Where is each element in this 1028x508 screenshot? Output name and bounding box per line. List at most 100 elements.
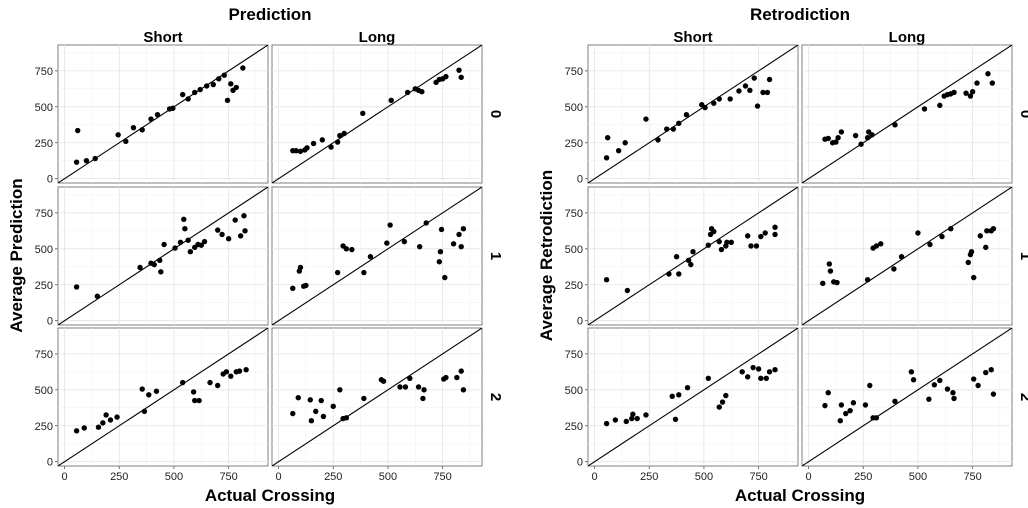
identity-line [802, 328, 1012, 466]
data-point [742, 83, 749, 89]
data-point [744, 374, 751, 380]
data-point [310, 140, 317, 147]
data-point [974, 80, 980, 86]
data-point [939, 233, 945, 240]
data-point [185, 96, 191, 102]
data-point [216, 76, 222, 82]
data-point [760, 89, 766, 96]
x-tick-label: 750 [433, 471, 451, 483]
data-point [161, 241, 167, 248]
data-point [833, 139, 839, 145]
facet-panel: 0 250 500 750 [35, 44, 269, 186]
data-point [612, 417, 619, 423]
data-point [146, 392, 152, 398]
y-tick-label: 0 [577, 316, 583, 328]
facet-panel: 0 250 500 750 [271, 327, 483, 483]
y-tick-label: 250 [35, 421, 53, 433]
data-point [758, 375, 764, 382]
data-point [388, 97, 394, 104]
data-point [739, 369, 745, 375]
data-point [450, 241, 457, 247]
data-point [850, 400, 857, 406]
x-tick-label: 250 [854, 471, 872, 483]
y-axis-title: Average Retrodiction [537, 170, 556, 341]
data-point [397, 384, 403, 390]
data-point [673, 254, 680, 260]
data-point [910, 377, 917, 383]
data-point [763, 375, 769, 382]
data-point [172, 245, 178, 251]
data-point [669, 393, 675, 399]
data-point [622, 140, 628, 146]
data-point [766, 369, 773, 375]
data-point [676, 120, 682, 127]
data-point [685, 257, 692, 264]
data-point [81, 425, 87, 431]
data-point [764, 89, 771, 96]
data-point [74, 127, 81, 134]
data-point [407, 375, 413, 382]
data-point [716, 404, 722, 410]
data-point [727, 96, 733, 102]
data-point [438, 226, 445, 233]
data-point [313, 408, 319, 415]
data-point [643, 412, 649, 418]
data-point [990, 391, 997, 397]
data-point [983, 369, 989, 376]
row-strip-label: 1 [1017, 252, 1028, 260]
data-point [948, 225, 954, 232]
data-point [92, 155, 98, 162]
data-point [243, 366, 249, 373]
data-point [926, 396, 932, 402]
x-tick-label: 500 [165, 471, 183, 483]
data-point [437, 248, 444, 255]
data-point [892, 122, 898, 128]
data-point [950, 389, 956, 396]
data-point [820, 280, 826, 287]
data-point [179, 91, 186, 98]
data-point [984, 228, 990, 234]
y-tick-label: 250 [35, 138, 53, 150]
data-point [724, 239, 730, 246]
data-point [421, 387, 427, 393]
data-point [115, 132, 121, 138]
data-point [862, 402, 869, 408]
data-point [404, 89, 411, 96]
facet-panel [801, 186, 1013, 326]
data-point [921, 106, 928, 112]
data-point [664, 126, 670, 132]
data-point [963, 90, 969, 96]
data-point [629, 415, 635, 422]
identity-line [272, 187, 482, 325]
data-point [822, 402, 828, 409]
data-point [148, 116, 154, 122]
data-point [931, 382, 938, 388]
facet-panel [801, 44, 1013, 184]
data-point [420, 395, 426, 402]
data-point [873, 243, 880, 249]
data-point [672, 416, 679, 422]
data-point [83, 158, 90, 164]
identity-line [802, 45, 1012, 183]
data-point [307, 397, 313, 403]
data-point [458, 368, 464, 374]
data-point [204, 83, 210, 89]
data-point [762, 230, 768, 236]
data-point [944, 386, 951, 392]
data-point [303, 282, 309, 289]
column-strip-label: Long [359, 29, 396, 46]
data-point [873, 415, 880, 421]
data-point [179, 379, 186, 386]
data-point [402, 384, 409, 390]
data-point [867, 382, 873, 389]
data-point [187, 248, 194, 255]
data-point [177, 239, 184, 246]
data-point [772, 366, 778, 373]
data-point [100, 420, 106, 426]
x-tick-label: 0 [806, 471, 812, 483]
data-point [843, 410, 849, 417]
data-point [460, 225, 467, 232]
data-point [643, 116, 649, 122]
data-point [988, 366, 994, 373]
data-point [237, 233, 244, 239]
